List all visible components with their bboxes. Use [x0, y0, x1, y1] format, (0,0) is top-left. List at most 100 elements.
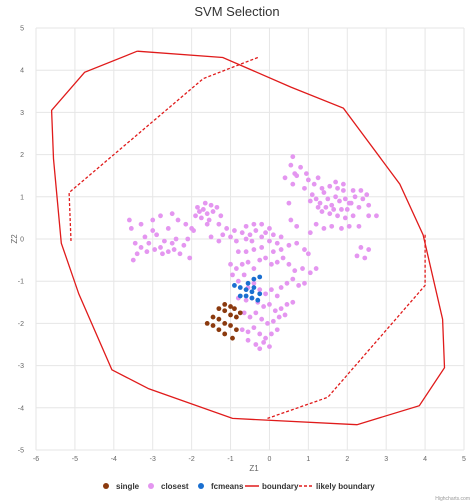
legend-label-likely-boundary: likely boundary — [316, 482, 375, 491]
legend-label-fcmeans: fcmeans — [211, 482, 244, 491]
legend-label-closest: closest — [161, 482, 189, 491]
single-point — [228, 312, 233, 318]
closest-point — [251, 325, 257, 331]
closest-point — [360, 196, 366, 202]
fcmeans-point — [257, 291, 263, 297]
closest-point — [329, 223, 335, 229]
closest-point — [162, 238, 167, 244]
closest-point — [317, 200, 323, 206]
closest-point — [358, 188, 364, 193]
single-point — [222, 308, 228, 314]
closest-point — [243, 249, 249, 255]
closest-point — [138, 245, 144, 250]
closest-point — [253, 228, 259, 233]
closest-point — [175, 217, 181, 223]
closest-point — [251, 247, 257, 252]
closest-point — [346, 223, 352, 229]
closest-point — [290, 154, 296, 160]
closest-point — [274, 240, 280, 246]
closest-point — [339, 226, 344, 231]
chart-title: SVM Selection — [194, 4, 279, 19]
fcmeans-point — [243, 287, 249, 293]
closest-point — [249, 238, 255, 244]
closest-point — [288, 217, 294, 223]
y-tick-label: -1 — [18, 279, 24, 286]
closest-point — [302, 280, 307, 286]
closest-point — [142, 234, 148, 240]
closest-point — [150, 217, 156, 223]
single-point — [230, 335, 235, 341]
closest-point — [267, 226, 272, 231]
closest-point — [282, 312, 288, 318]
closest-point — [311, 181, 317, 187]
closest-point — [239, 327, 245, 333]
fcmeans-point — [257, 274, 263, 280]
closest-point — [304, 171, 309, 176]
closest-point — [267, 302, 272, 307]
closest-point — [239, 261, 245, 267]
fcmeans-point — [251, 276, 257, 282]
closest-point — [269, 261, 274, 267]
x-tick-label: -3 — [150, 456, 156, 463]
closest-point — [325, 196, 331, 202]
x-tick-label: 4 — [423, 456, 427, 463]
closest-point — [350, 188, 356, 193]
closest-point — [144, 249, 150, 255]
closest-point — [313, 221, 319, 227]
closest-point — [309, 192, 315, 198]
closest-point — [134, 251, 140, 257]
closest-point — [243, 297, 249, 303]
closest-point — [263, 291, 268, 297]
closest-point — [257, 346, 263, 352]
closest-point — [202, 200, 208, 206]
closest-point — [206, 217, 212, 223]
y-tick-label: 4 — [20, 68, 24, 75]
closest-point — [259, 245, 265, 250]
closest-point — [278, 285, 284, 290]
closest-point — [286, 200, 292, 206]
closest-point — [195, 204, 200, 210]
closest-point — [132, 240, 138, 246]
closest-point — [270, 318, 276, 324]
single-point — [216, 327, 222, 333]
fcmeans-point — [255, 297, 261, 303]
y-tick-label: -2 — [18, 321, 24, 328]
scatter-points — [126, 154, 379, 352]
single-point — [237, 310, 243, 316]
closest-point — [214, 204, 220, 210]
closest-point — [245, 337, 251, 343]
closest-point — [233, 238, 239, 244]
legend: single closest fcmeans boundary likely bound… — [103, 482, 375, 491]
closest-point — [128, 226, 134, 231]
closest-point — [270, 249, 276, 255]
closest-point — [333, 194, 338, 200]
closest-point — [152, 247, 158, 252]
closest-point — [358, 245, 364, 250]
closest-point — [173, 236, 179, 242]
single-point — [233, 314, 239, 320]
closest-point — [158, 213, 163, 219]
closest-point — [272, 308, 278, 314]
closest-point — [154, 232, 160, 238]
single-point — [232, 306, 237, 312]
single-point — [204, 321, 210, 326]
closest-point — [329, 202, 335, 208]
closest-point — [165, 226, 171, 231]
single-point — [228, 304, 233, 309]
closest-point — [284, 302, 290, 307]
closest-point — [319, 209, 325, 214]
closest-point — [294, 240, 300, 246]
closest-point — [274, 293, 280, 299]
single-point — [216, 306, 222, 312]
closest-point — [307, 270, 313, 276]
single-point — [222, 331, 228, 337]
closest-point — [290, 276, 296, 282]
closest-point — [165, 249, 171, 255]
closest-point — [340, 188, 346, 193]
closest-point — [243, 236, 249, 242]
legend-marker-closest — [148, 483, 154, 489]
fcmeans-point — [237, 285, 243, 290]
boundary-lines — [50, 50, 446, 426]
closest-point — [259, 234, 265, 240]
closest-point — [269, 331, 274, 337]
